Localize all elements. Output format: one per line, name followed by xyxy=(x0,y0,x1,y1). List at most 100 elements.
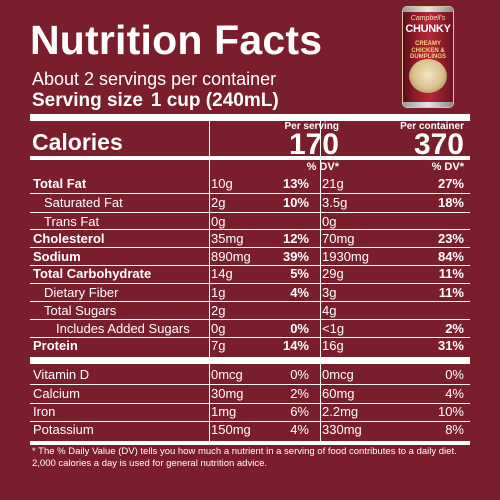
container-dv: 11% xyxy=(438,285,464,300)
per-container-header: Per container xyxy=(400,121,464,132)
column-divider-container xyxy=(320,114,321,443)
row-divider xyxy=(30,283,470,284)
row-divider xyxy=(30,212,470,213)
nutrient-name: Calcium xyxy=(33,386,80,401)
vitamin-row-iron: Iron 1mg 6% 2.2mg 10% xyxy=(30,402,470,422)
serving-amount: 150mg xyxy=(211,422,251,437)
serving-amount: 14g xyxy=(211,266,233,281)
can-rim-top xyxy=(403,7,453,12)
top-rule xyxy=(30,114,470,121)
can-product-name: CHUNKY xyxy=(405,23,451,35)
container-amount: 4g xyxy=(322,303,337,318)
container-dv: 84% xyxy=(437,249,464,264)
dv-header-container: % DV* xyxy=(431,161,464,173)
row-divider xyxy=(30,265,470,266)
nutrient-name: Total Carbohydrate xyxy=(33,266,152,281)
container-amount: 0mcg xyxy=(322,367,354,382)
serving-dv: 13% xyxy=(282,176,309,191)
serving-dv: 10% xyxy=(282,195,309,210)
vitamin-row-calcium: Calcium 30mg 2% 60mg 4% xyxy=(30,384,470,404)
serving-dv: 2% xyxy=(290,386,309,401)
row-divider xyxy=(30,403,470,404)
nutrient-row-saturated-fat: Saturated Fat 2g 10% 3.5g 18% xyxy=(30,193,470,213)
row-divider xyxy=(30,384,470,385)
row-divider xyxy=(30,229,470,230)
row-divider xyxy=(30,319,470,320)
container-amount: 29g xyxy=(322,266,344,281)
serving-amount: 30mg xyxy=(211,386,244,401)
serving-dv: 12% xyxy=(282,231,309,246)
can-flavor-text: CREAMY CHICKEN & DUMPLINGS xyxy=(410,41,446,61)
serving-amount: 0mcg xyxy=(211,367,243,382)
serving-amount: 35mg xyxy=(211,231,244,246)
nutrient-name: Vitamin D xyxy=(33,367,90,382)
serving-amount: 2g xyxy=(211,195,226,210)
nutrient-row-added-sugars: Includes Added Sugars 0g 0% <1g 2% xyxy=(30,319,470,339)
vitamins-rule xyxy=(30,357,470,364)
container-amount: 21g xyxy=(322,176,344,191)
nutrient-name: Cholesterol xyxy=(33,231,105,246)
nutrient-name: Total Sugars xyxy=(44,303,117,318)
calories-label: Calories xyxy=(32,129,123,155)
daily-value-footnote: * The % Daily Value (DV) tells you how m… xyxy=(32,446,457,469)
serving-size-value: 1 cup (240mL) xyxy=(150,90,279,111)
container-dv: 0% xyxy=(445,367,464,382)
can-soup-bowl-image xyxy=(409,59,447,93)
nutrient-name: Total Fat xyxy=(33,176,87,191)
can-rim-bottom xyxy=(403,102,453,107)
nutrient-row-total-carbohydrate: Total Carbohydrate 14g 5% 29g 11% xyxy=(30,264,470,284)
per-serving-header: Per serving xyxy=(284,121,339,132)
nutrient-name: Potassium xyxy=(33,422,94,437)
container-amount: 3.5g xyxy=(322,195,348,210)
nutrient-name: Sodium xyxy=(33,249,81,264)
nutrient-row-dietary-fiber: Dietary Fiber 1g 4% 3g 11% xyxy=(30,283,470,303)
nutrient-name: Trans Fat xyxy=(44,214,100,229)
container-amount: 16g xyxy=(322,338,344,353)
serving-dv: 5% xyxy=(290,266,309,281)
container-dv: 23% xyxy=(437,231,464,246)
serving-amount: 890mg xyxy=(211,249,251,264)
nutrient-name: Iron xyxy=(33,404,56,419)
footnote-rule xyxy=(30,441,470,445)
serving-size-label: Serving size xyxy=(32,90,143,111)
nutrient-name: Protein xyxy=(33,338,78,353)
container-amount: 1930mg xyxy=(322,249,369,264)
serving-dv: 14% xyxy=(282,338,309,353)
servings-per-container: About 2 servings per container xyxy=(32,69,277,89)
serving-amount: 1g xyxy=(211,285,226,300)
container-dv: 8% xyxy=(445,422,464,437)
column-divider-serving xyxy=(209,114,210,443)
calories-rule xyxy=(30,156,470,160)
can-brand-text: Campbell's xyxy=(410,15,446,22)
nutrient-row-total-sugars: Total Sugars 2g 4g xyxy=(30,301,470,321)
dv-header-serving: % DV* xyxy=(306,161,339,173)
vitamin-row-vitamin-d: Vitamin D 0mcg 0% 0mcg 0% xyxy=(30,365,470,385)
serving-size: Serving size 1 cup (240mL) xyxy=(32,91,279,110)
container-dv: 27% xyxy=(437,176,464,191)
vitamin-row-potassium: Potassium 150mg 4% 330mg 8% xyxy=(30,420,470,440)
container-dv: 2% xyxy=(445,321,464,336)
row-divider xyxy=(30,421,470,422)
serving-amount: 0g xyxy=(211,321,226,336)
serving-dv: 39% xyxy=(282,249,309,264)
calories-per-serving: 170 xyxy=(288,128,339,161)
container-amount: <1g xyxy=(322,321,345,336)
serving-dv: 4% xyxy=(290,285,309,300)
row-divider xyxy=(30,247,470,248)
row-divider xyxy=(30,301,470,302)
nutrient-name: Saturated Fat xyxy=(44,195,123,210)
container-amount: 2.2mg xyxy=(322,404,359,419)
nutrient-row-trans-fat: Trans Fat 0g 0g xyxy=(30,212,470,232)
serving-dv: 6% xyxy=(290,404,309,419)
container-dv: 11% xyxy=(438,266,464,281)
container-amount: 60mg xyxy=(322,386,355,401)
nutrient-row-cholesterol: Cholesterol 35mg 12% 70mg 23% xyxy=(30,229,470,249)
nutrition-facts-title: Nutrition Facts xyxy=(30,17,323,63)
serving-amount: 2g xyxy=(211,303,226,318)
nutrient-row-sodium: Sodium 890mg 39% 1930mg 84% xyxy=(30,247,470,267)
serving-amount: 10g xyxy=(211,176,233,191)
nutrient-row-protein: Protein 7g 14% 16g 31% xyxy=(30,336,470,356)
serving-amount: 0g xyxy=(211,214,226,229)
container-dv: 4% xyxy=(445,386,464,401)
